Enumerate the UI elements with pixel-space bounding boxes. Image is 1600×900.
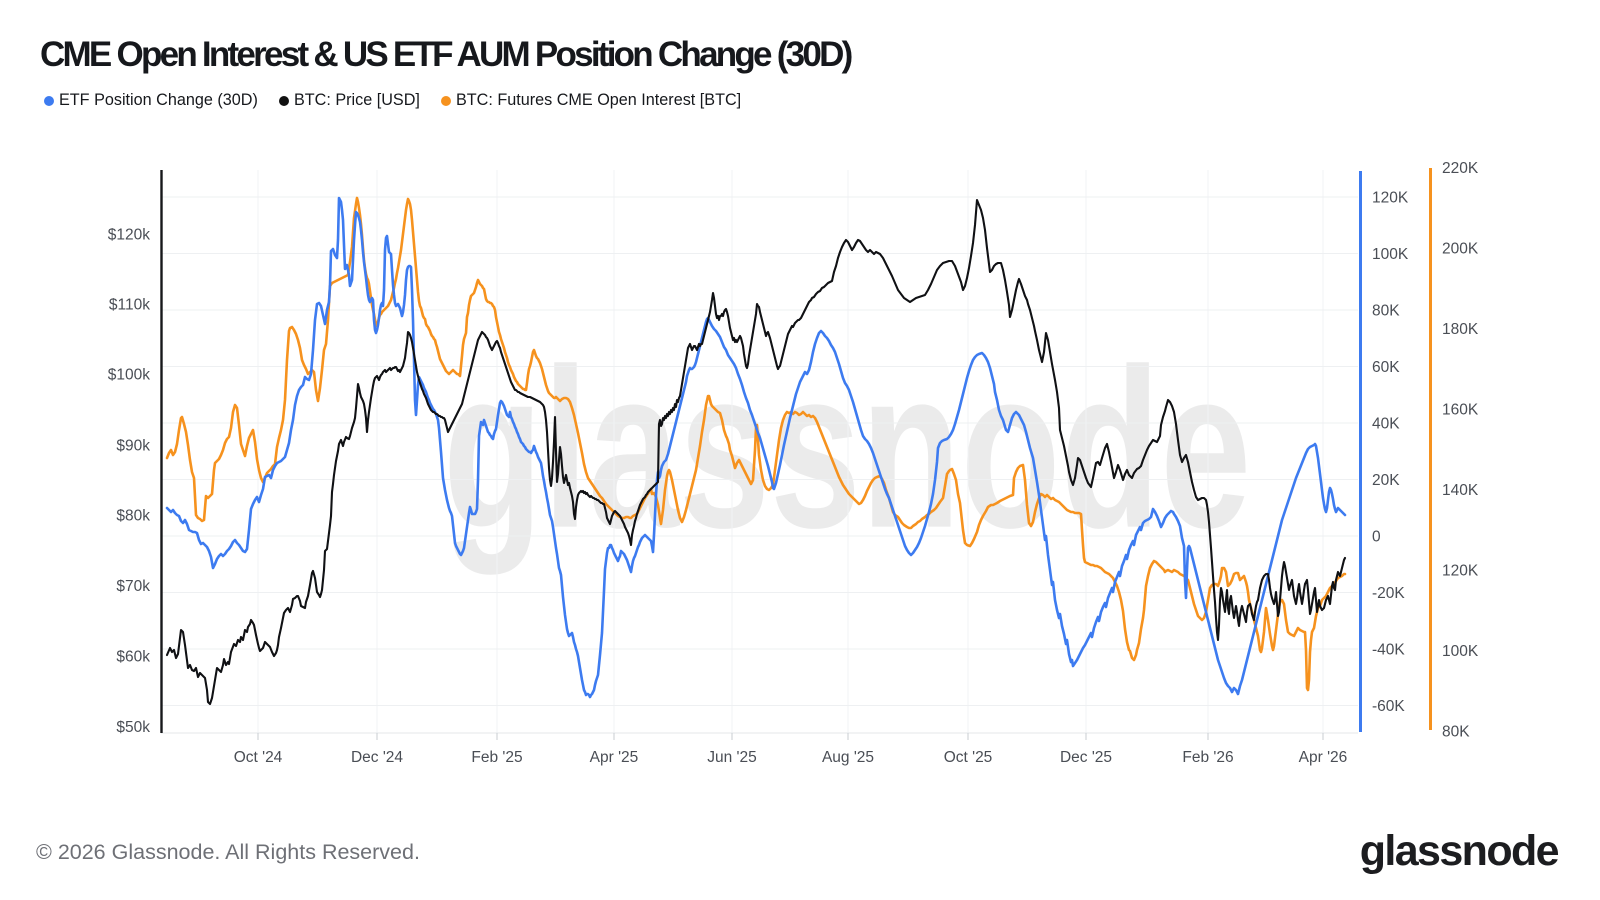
- svg-text:20K: 20K: [1372, 472, 1400, 489]
- svg-text:80K: 80K: [1442, 724, 1470, 741]
- svg-text:$60k: $60k: [116, 649, 150, 666]
- svg-text:120K: 120K: [1442, 563, 1479, 580]
- svg-text:Feb '25: Feb '25: [471, 749, 522, 766]
- svg-text:120K: 120K: [1372, 190, 1409, 207]
- svg-text:$70k: $70k: [116, 578, 150, 595]
- svg-text:-40K: -40K: [1372, 642, 1405, 659]
- svg-text:160K: 160K: [1442, 402, 1479, 419]
- svg-text:$80k: $80k: [116, 508, 150, 525]
- svg-text:100K: 100K: [1372, 246, 1409, 263]
- svg-text:Oct '24: Oct '24: [234, 749, 283, 766]
- svg-text:60K: 60K: [1372, 359, 1400, 376]
- svg-text:Jun '25: Jun '25: [707, 749, 757, 766]
- svg-text:Apr '26: Apr '26: [1299, 749, 1348, 766]
- svg-text:Feb '26: Feb '26: [1182, 749, 1233, 766]
- svg-text:40K: 40K: [1372, 416, 1400, 433]
- svg-text:220K: 220K: [1442, 160, 1479, 177]
- svg-text:$90k: $90k: [116, 438, 150, 455]
- svg-text:$100k: $100k: [108, 367, 150, 384]
- svg-text:Apr '25: Apr '25: [590, 749, 639, 766]
- svg-text:200K: 200K: [1442, 241, 1479, 258]
- svg-text:Dec '25: Dec '25: [1060, 749, 1112, 766]
- svg-text:$50k: $50k: [116, 719, 150, 736]
- svg-text:$120k: $120k: [108, 227, 150, 244]
- svg-text:80K: 80K: [1372, 303, 1400, 320]
- svg-text:Oct '25: Oct '25: [944, 749, 993, 766]
- svg-text:-20K: -20K: [1372, 585, 1405, 602]
- svg-text:Aug '25: Aug '25: [822, 749, 874, 766]
- svg-text:0: 0: [1372, 529, 1381, 546]
- svg-text:180K: 180K: [1442, 321, 1479, 338]
- svg-text:100K: 100K: [1442, 643, 1479, 660]
- svg-text:-60K: -60K: [1372, 698, 1405, 715]
- svg-text:$110k: $110k: [109, 297, 150, 314]
- svg-text:140K: 140K: [1442, 482, 1479, 499]
- svg-text:Dec '24: Dec '24: [351, 749, 403, 766]
